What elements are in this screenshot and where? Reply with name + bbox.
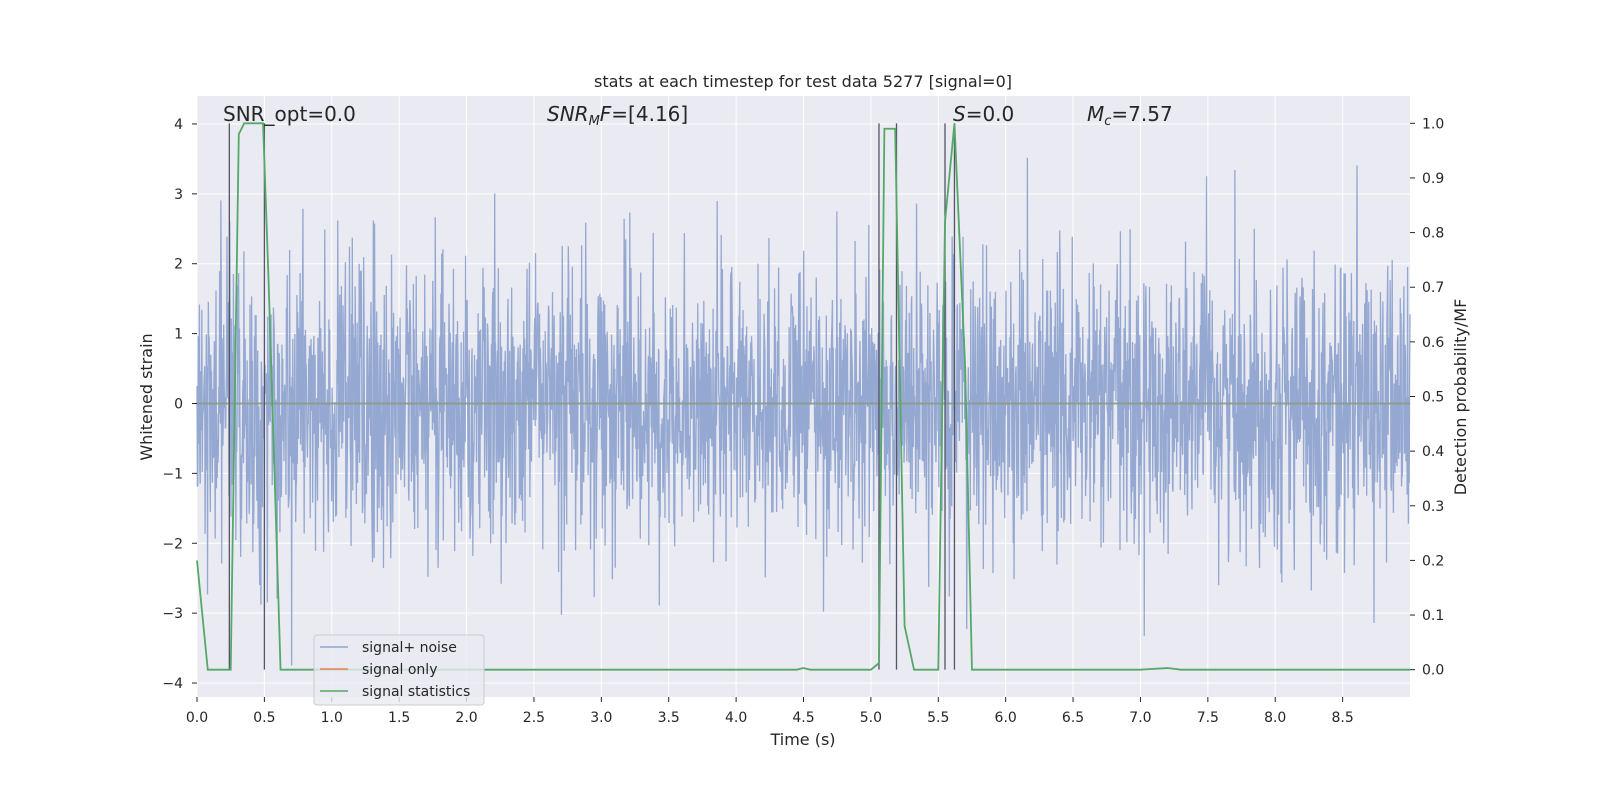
- snr-mf-main: SNR: [547, 102, 589, 126]
- x-tick-label: 6.5: [1062, 710, 1084, 726]
- y-tick-label: 1: [174, 327, 183, 343]
- y2-tick-label: 0.9: [1422, 171, 1444, 187]
- x-axis-label: Time (s): [769, 730, 835, 749]
- y2-tick-label: 0.8: [1422, 226, 1444, 242]
- y2-tick-label: 0.7: [1422, 280, 1444, 296]
- legend: signal+ noise signal only signal statist…: [313, 634, 485, 706]
- y-tick-label: 0: [174, 396, 183, 412]
- mc-main: M: [1087, 102, 1104, 126]
- y2-tick-label: 0.3: [1422, 499, 1444, 515]
- y-axis-ticks: −4 −3 −2 −1 0 1 2 3 4: [162, 117, 197, 692]
- y-tick-label: −2: [162, 536, 183, 552]
- x-tick-label: 3.0: [590, 710, 612, 726]
- x-tick-label: 8.0: [1264, 710, 1286, 726]
- y2-tick-label: 0.0: [1422, 663, 1444, 679]
- signal-noise-line: [196, 157, 1411, 666]
- x-tick-label: 1.5: [388, 710, 410, 726]
- x-tick-label: 2.5: [523, 710, 545, 726]
- x-tick-label: 0.5: [253, 710, 275, 726]
- mc-annotation: Mc=7.57: [1087, 102, 1173, 129]
- x-tick-label: 1.0: [321, 710, 343, 726]
- s-rest: =0.0: [966, 102, 1015, 126]
- x-tick-label: 6.0: [995, 710, 1017, 726]
- x-tick-label: 7.5: [1197, 710, 1219, 726]
- x-tick-label: 7.0: [1129, 710, 1151, 726]
- s-var: S: [953, 102, 966, 126]
- snr-mf-sub: M: [589, 114, 600, 129]
- x-tick-label: 5.0: [860, 710, 882, 726]
- y2-tick-label: 0.5: [1422, 390, 1444, 406]
- y-tick-label: 3: [174, 187, 183, 203]
- legend-label-signal-only: signal only: [362, 662, 437, 678]
- snr-mf-rest-italic: F: [600, 102, 612, 126]
- snr-mf-annotation: SNRMF=[4.16]: [547, 102, 688, 129]
- x-axis-ticks: 0.0 0.5 1.0 1.5 2.0 2.5 3.0 3.5 4.0 4.5 5.0 5.5 6.0 6…: [186, 697, 1354, 726]
- signal-statistics-series: [196, 122, 1410, 671]
- annotations: SNR_opt=0.0 SNRMF=[4.16] S=0.0 Mc=7.57: [223, 102, 1173, 129]
- signal-noise-series: [196, 157, 1411, 666]
- y2-tick-label: 0.1: [1422, 608, 1444, 624]
- legend-box: [313, 634, 485, 706]
- y-tick-label: 2: [174, 257, 183, 273]
- x-tick-label: 4.5: [792, 710, 814, 726]
- x-tick-label: 8.5: [1331, 710, 1353, 726]
- y2-tick-label: 0.2: [1422, 553, 1444, 569]
- signal-statistics-line: [196, 122, 1410, 671]
- snr-opt-annotation: SNR_opt=0.0: [223, 102, 356, 126]
- x-tick-label: 5.5: [927, 710, 949, 726]
- y2-axis-label: Detection probability/MF: [1451, 299, 1470, 496]
- y-axis-label: Whitened strain: [137, 333, 156, 460]
- mc-sub: c: [1104, 114, 1111, 129]
- y2-tick-label: 0.4: [1422, 444, 1444, 460]
- y2-axis-ticks: 0.0 0.1 0.2 0.3 0.4 0.5 0.6 0.7 0.8 0.9 1.0: [1410, 116, 1444, 679]
- mc-rest: =7.57: [1111, 102, 1172, 126]
- x-tick-label: 3.5: [658, 710, 680, 726]
- y-tick-label: −4: [162, 676, 183, 692]
- y-tick-label: −3: [162, 606, 183, 622]
- legend-label-noise: signal+ noise: [362, 640, 457, 656]
- legend-label-statistics: signal statistics: [362, 684, 470, 700]
- snr-mf-rest: =[4.16]: [611, 102, 688, 126]
- x-tick-label: 2.0: [455, 710, 477, 726]
- y-tick-label: −1: [162, 466, 183, 482]
- y-tick-label: 4: [174, 117, 183, 133]
- s-annotation: S=0.0: [953, 102, 1014, 126]
- chart-title: stats at each timestep for test data 527…: [594, 72, 1012, 91]
- y2-tick-label: 0.6: [1422, 335, 1444, 351]
- y2-tick-label: 1.0: [1422, 116, 1444, 132]
- x-tick-label: 0.0: [186, 710, 208, 726]
- x-tick-label: 4.0: [725, 710, 747, 726]
